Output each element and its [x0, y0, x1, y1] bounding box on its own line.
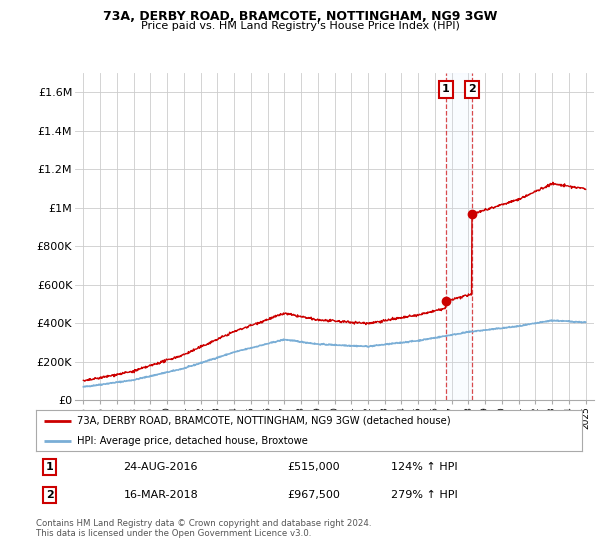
Text: HPI: Average price, detached house, Broxtowe: HPI: Average price, detached house, Brox…: [77, 436, 308, 446]
Text: £967,500: £967,500: [287, 490, 340, 500]
Text: 73A, DERBY ROAD, BRAMCOTE, NOTTINGHAM, NG9 3GW (detached house): 73A, DERBY ROAD, BRAMCOTE, NOTTINGHAM, N…: [77, 416, 451, 426]
Text: 2: 2: [46, 490, 53, 500]
Text: 1: 1: [442, 84, 450, 94]
Text: 279% ↑ HPI: 279% ↑ HPI: [391, 490, 458, 500]
Bar: [446, 73, 472, 400]
Text: 2: 2: [468, 84, 476, 94]
Text: 124% ↑ HPI: 124% ↑ HPI: [391, 462, 458, 472]
Text: £515,000: £515,000: [287, 462, 340, 472]
Text: 16-MAR-2018: 16-MAR-2018: [124, 490, 198, 500]
Text: 24-AUG-2016: 24-AUG-2016: [124, 462, 198, 472]
Text: Price paid vs. HM Land Registry's House Price Index (HPI): Price paid vs. HM Land Registry's House …: [140, 21, 460, 31]
Text: Contains HM Land Registry data © Crown copyright and database right 2024.
This d: Contains HM Land Registry data © Crown c…: [36, 519, 371, 538]
Text: 1: 1: [46, 462, 53, 472]
Text: 73A, DERBY ROAD, BRAMCOTE, NOTTINGHAM, NG9 3GW: 73A, DERBY ROAD, BRAMCOTE, NOTTINGHAM, N…: [103, 10, 497, 22]
